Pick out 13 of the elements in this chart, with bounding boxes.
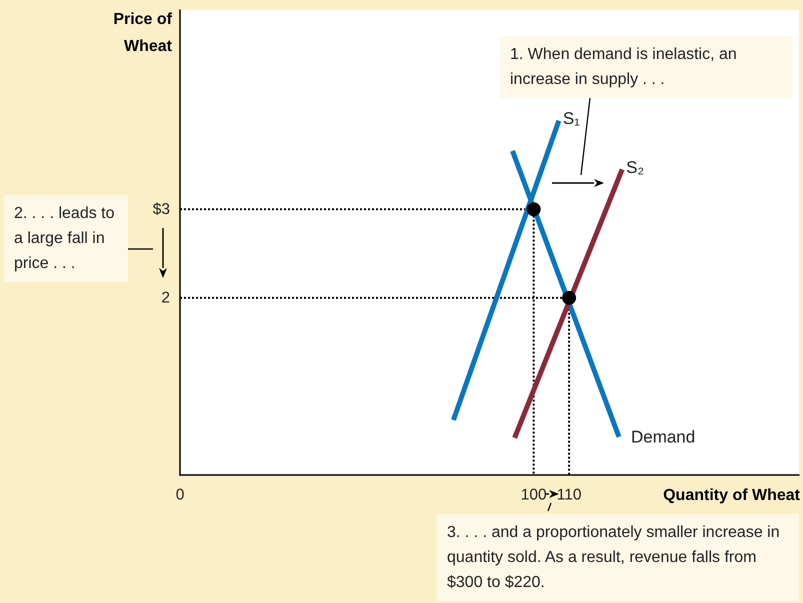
callout-box: 3. . . . and a proportionately smaller increase in quantity sold. As a result, revenue falls from $300 to $220. (437, 514, 799, 601)
x-tick-label: 100 (520, 486, 548, 504)
x-tick-label: 0 (176, 486, 185, 504)
series-label: Demand (630, 427, 696, 446)
y-axis-title: Price of Wheat (112, 10, 172, 57)
series-label: S₂ (626, 158, 644, 177)
x-axis-title: Quantity of Wheat (663, 486, 800, 506)
callout-box: 1. When demand is inelastic, an increase in supply . . . (500, 36, 792, 98)
callout-box: 2. . . . leads to a large fall in price . . . (4, 195, 128, 282)
x-tick-label: 110 (556, 486, 582, 504)
series-label: S₁ (562, 109, 580, 128)
y-tick-label: 2 (161, 289, 170, 306)
y-tick-label: $3 (152, 200, 170, 218)
